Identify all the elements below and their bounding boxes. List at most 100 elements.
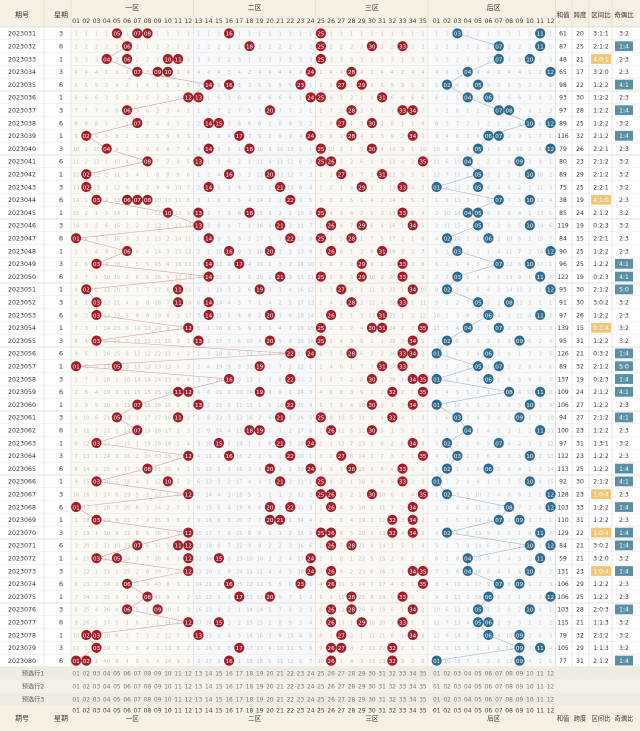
back-ball-04 [462, 207, 473, 218]
front-omission: 2 [95, 505, 98, 511]
front-omission: 2 [85, 45, 88, 51]
period-row-2023070: 2023070 3 2 19 1 30 9 22 8 5 36 4 9 12 10 17 7 6 21 8 8 1 1 2 35… [8, 527, 633, 538]
front-ball-23 [295, 79, 306, 90]
front-omission: 8 [248, 313, 251, 319]
front-ball-33 [397, 41, 408, 52]
front-ball-label: 17 [236, 595, 244, 601]
front-omission: 1 [85, 32, 88, 38]
weekday: 3 [59, 607, 63, 614]
front-ball-label: 29 [358, 262, 366, 268]
back-ball-11 [535, 309, 546, 321]
front-trend-segment [76, 237, 128, 252]
front-omission: 2 [136, 96, 139, 102]
front-ball-20 [264, 591, 275, 602]
front-trend-segment [76, 493, 189, 508]
front-omission: 4 [258, 339, 262, 345]
front-omission: 6 [309, 544, 312, 550]
front-omission: 12 [420, 313, 427, 319]
front-ball-13 [193, 335, 204, 346]
back-omission: 13 [516, 326, 523, 332]
back-omission: 8 [476, 467, 479, 473]
front-ball-25 [315, 335, 326, 346]
front-ball-label: 34 [409, 109, 417, 115]
front-omission: 3 [401, 518, 404, 524]
front-ball-label: 24 [307, 569, 315, 575]
front-omission: 9 [340, 403, 343, 409]
front-omission: 18 [379, 595, 386, 601]
front-omission: 5 [207, 377, 210, 383]
front-omission: 27 [297, 429, 304, 435]
back-omission: 10 [506, 633, 513, 639]
front-ball-14 [203, 181, 214, 193]
front-omission: 8 [258, 531, 261, 537]
stat-sum: 112 [557, 453, 569, 460]
front-ball-05 [111, 28, 122, 39]
stat-sum: 109 [557, 389, 569, 396]
stat-zone: 1:2:2 [593, 108, 609, 115]
forecast-front-number: 31 [378, 672, 386, 678]
parity-highlight [615, 527, 633, 538]
front-omission: 15 [134, 390, 141, 396]
stat-sum: 110 [557, 517, 569, 524]
front-ball-label: 11 [175, 288, 183, 294]
front-omission: 5 [268, 403, 271, 409]
period-row-2023078: 2023078 1 10 02 03 38 6 2 7 3 2 12 7 1 13 25 1 4 3 16 16 3 9 10… [8, 629, 629, 641]
front-ball-label: 28 [348, 595, 356, 601]
back-omission: 6 [456, 531, 459, 537]
front-omission: 5 [95, 403, 98, 409]
front-ball-29 [356, 271, 367, 282]
front-omission: 6 [125, 326, 128, 332]
front-omission: 3 [146, 70, 149, 76]
forecast-front-number: 21 [276, 685, 284, 691]
front-omission: 4 [248, 96, 252, 102]
front-omission: 4 [227, 224, 231, 230]
forecast-front-number: 30 [368, 672, 376, 678]
front-omission: 5 [268, 659, 271, 665]
front-omission: 10 [205, 441, 212, 447]
back-ball-09 [514, 514, 525, 525]
front-omission: 1 [309, 147, 312, 153]
stat-zone: 1:2:2 [593, 338, 609, 345]
stat-parity: 3:2 [619, 338, 629, 345]
back-omission: 13 [537, 211, 544, 217]
stat-sum: 105 [557, 645, 569, 652]
back-omission: 3 [528, 160, 531, 166]
front-ball-label: 33 [399, 621, 407, 627]
front-ball-label: 18 [246, 147, 254, 153]
back-ball-12 [545, 117, 556, 129]
front-omission: 19 [154, 313, 161, 319]
stat-sum: 106 [557, 402, 569, 409]
weekday-header: 星期 [54, 11, 68, 19]
front-ball-34 [407, 565, 418, 577]
back-omission: 5 [549, 211, 552, 217]
front-omission: 1 [268, 608, 271, 614]
front-omission: 1 [370, 160, 373, 166]
front-ball-label: 23 [297, 582, 305, 588]
zone-header-2: 二区 [248, 4, 262, 12]
front-omission: 12 [205, 467, 212, 473]
back-ball-09 [514, 578, 525, 589]
back-omission: 4 [539, 608, 543, 614]
stat-span: 23 [576, 428, 584, 435]
front-ball-label: 03 [93, 441, 101, 447]
period-id: 2023077 [8, 620, 36, 627]
back-omission: 7 [466, 659, 469, 665]
back-omission: 5 [487, 198, 490, 204]
front-omission: 16 [379, 569, 386, 575]
stat-zone: 2:1:2 [593, 415, 609, 422]
weekday: 6 [59, 159, 63, 166]
back-ball-label: 03 [454, 275, 462, 281]
front-omission: 3 [421, 57, 424, 63]
back-omission: 12 [475, 518, 482, 524]
front-omission: 5 [136, 185, 139, 191]
forecast-front-number: 14 [205, 685, 213, 691]
footer-weekday-header: 星期 [54, 715, 68, 723]
footer-back-number-06: 06 [485, 707, 493, 714]
back-omission: 3 [487, 57, 490, 63]
front-ball-label: 34 [409, 339, 417, 345]
front-omission: 1 [360, 32, 363, 38]
front-omission: 19 [389, 262, 396, 268]
forecast-front-number: 01 [72, 685, 80, 691]
stat-zone: 4:0:1 [593, 56, 609, 63]
front-omission: 6 [289, 96, 292, 102]
